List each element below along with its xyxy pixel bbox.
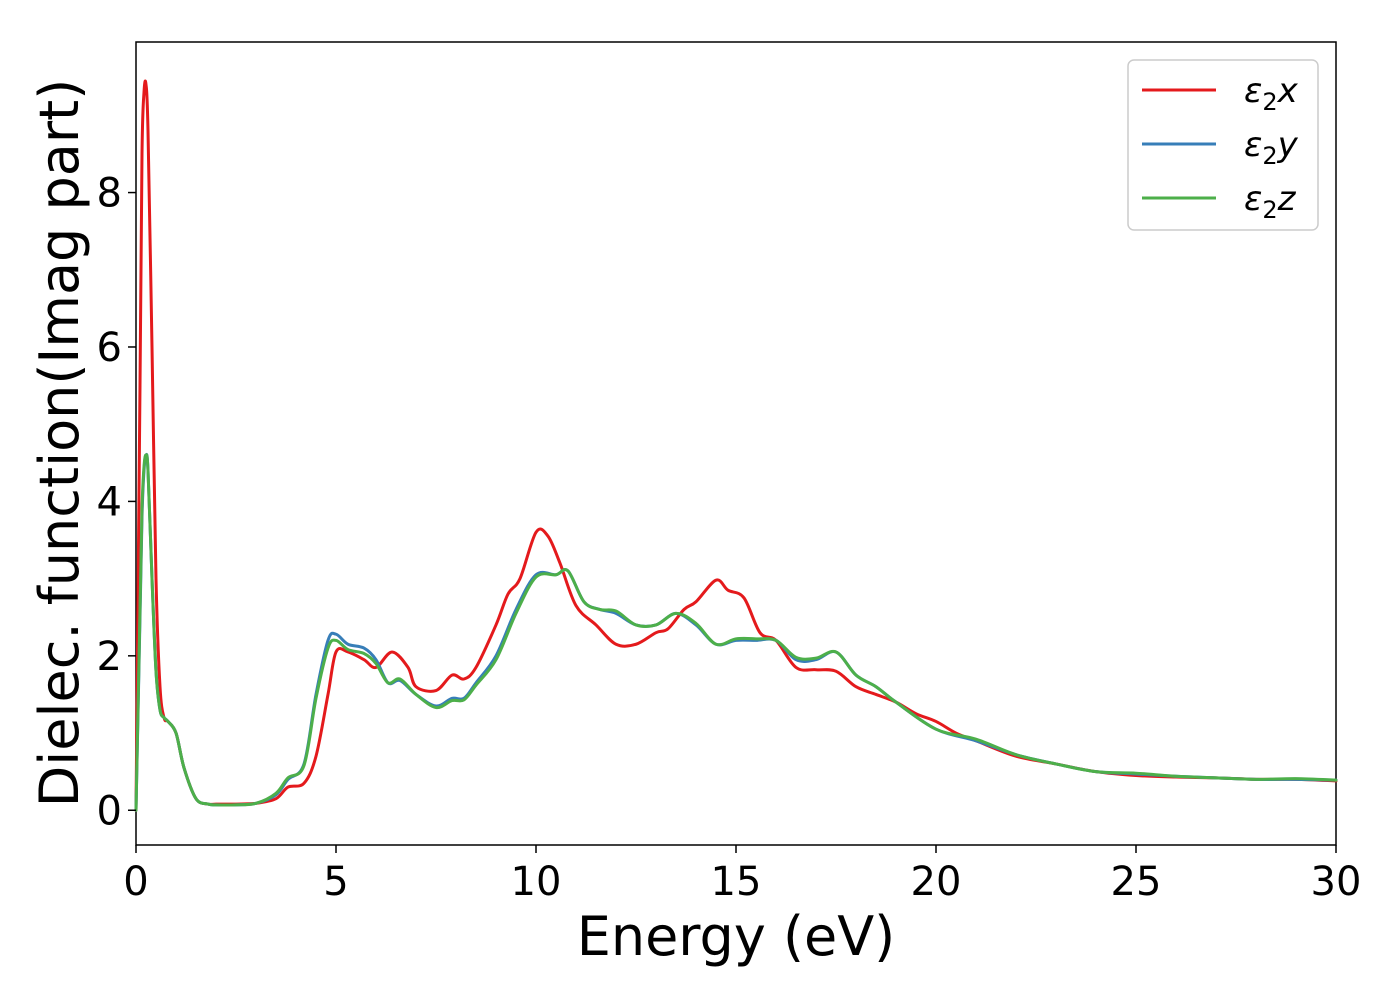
x-tick-label: 25 [1111, 859, 1162, 905]
legend-label-z: ε2z [1244, 179, 1297, 224]
y-tick-label: 6 [97, 325, 122, 371]
legend-box [1127, 59, 1319, 231]
y-axis-title: Dielec. function(Imag part) [28, 79, 91, 808]
x-axis-title: Energy (eV) [577, 905, 896, 968]
y-tick-label: 8 [97, 171, 122, 217]
x-tick-label: 10 [511, 859, 562, 905]
x-tick-label: 30 [1311, 859, 1362, 905]
legend-label-x: ε2x [1244, 71, 1299, 116]
y-axis: 0 2 4 6 8 [97, 171, 136, 834]
x-tick-label: 20 [911, 859, 962, 905]
series-layer [134, 79, 1338, 812]
x-tick-label: 0 [123, 859, 148, 905]
y-tick-label: 4 [97, 479, 122, 525]
x-tick-label: 5 [323, 859, 348, 905]
legend: ε2x ε2y ε2z [1127, 59, 1319, 231]
y-tick-label: 0 [97, 788, 122, 834]
x-tick-label: 15 [711, 859, 762, 905]
y-tick-label: 2 [97, 634, 122, 680]
legend-label-y: ε2y [1244, 125, 1299, 170]
series-line-z [134, 453, 1338, 812]
x-axis: 0 5 10 15 20 25 30 [123, 845, 1361, 905]
